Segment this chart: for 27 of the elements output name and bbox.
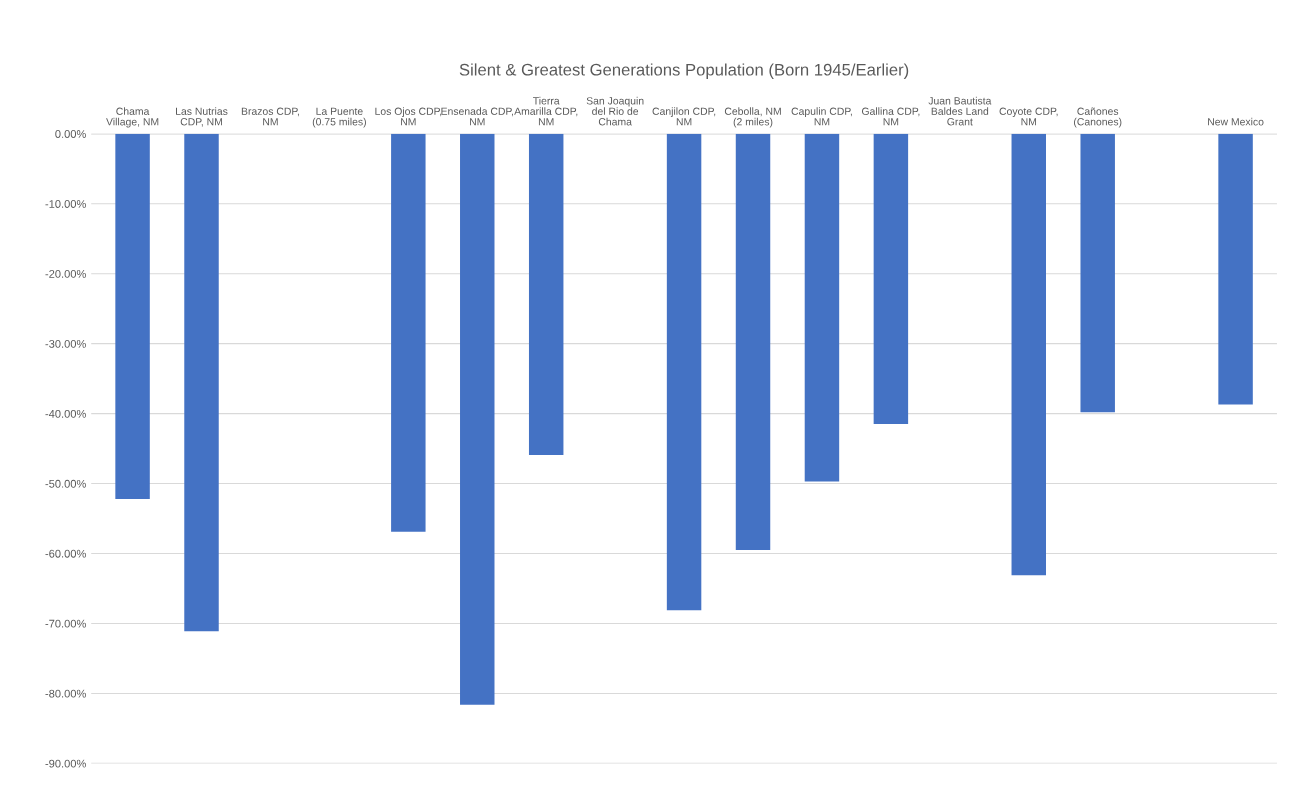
x-tick-label: San Joaquin del Rio de Chama — [586, 96, 644, 126]
y-tick-label: -60.00% — [45, 549, 86, 558]
x-tick-label: Canjilon CDP, NM — [652, 107, 716, 126]
x-tick-label: Tierra Amarilla CDP, NM — [514, 96, 578, 126]
y-tick-label: -40.00% — [45, 409, 86, 418]
x-tick-label: Chama Village, NM — [106, 107, 159, 128]
y-tick-label: -20.00% — [45, 269, 86, 278]
x-tick-label: Cebolla, NM (2 miles) — [724, 107, 781, 128]
y-tick-label: -50.00% — [45, 479, 86, 488]
y-tick-label: -10.00% — [45, 200, 86, 208]
x-tick-label: Los Ojos CDP, NM — [375, 107, 442, 126]
x-tick-label: Gallina CDP, NM — [861, 107, 920, 126]
x-tick-label: Capulin CDP, NM — [791, 107, 852, 126]
y-tick-label: -30.00% — [45, 339, 86, 348]
x-tick-label: Brazos CDP, NM — [241, 107, 299, 126]
x-tick-label: La Puente (0.75 miles) — [312, 107, 366, 128]
x-tick-label: Las Nutrias CDP, NM — [176, 107, 228, 127]
y-tick-label: -90.00% — [45, 759, 86, 768]
chart-title: Silent & Greatest Generations Population (Born 1945/Earlier) — [459, 63, 909, 79]
y-tick-label: -70.00% — [45, 619, 86, 628]
x-tick-label: Ensenada CDP, NM — [441, 107, 513, 126]
x-tick-label: Cañones (Canones) — [1074, 107, 1122, 128]
y-tick-label: -80.00% — [45, 689, 86, 698]
x-tick-label: New Mexico — [1208, 117, 1264, 126]
x-tick-label: Juan Bautista Baldes Land Grant — [928, 96, 992, 126]
x-tick-label: Coyote CDP, NM — [999, 107, 1058, 126]
y-tick-label: 0.00% — [55, 130, 86, 138]
